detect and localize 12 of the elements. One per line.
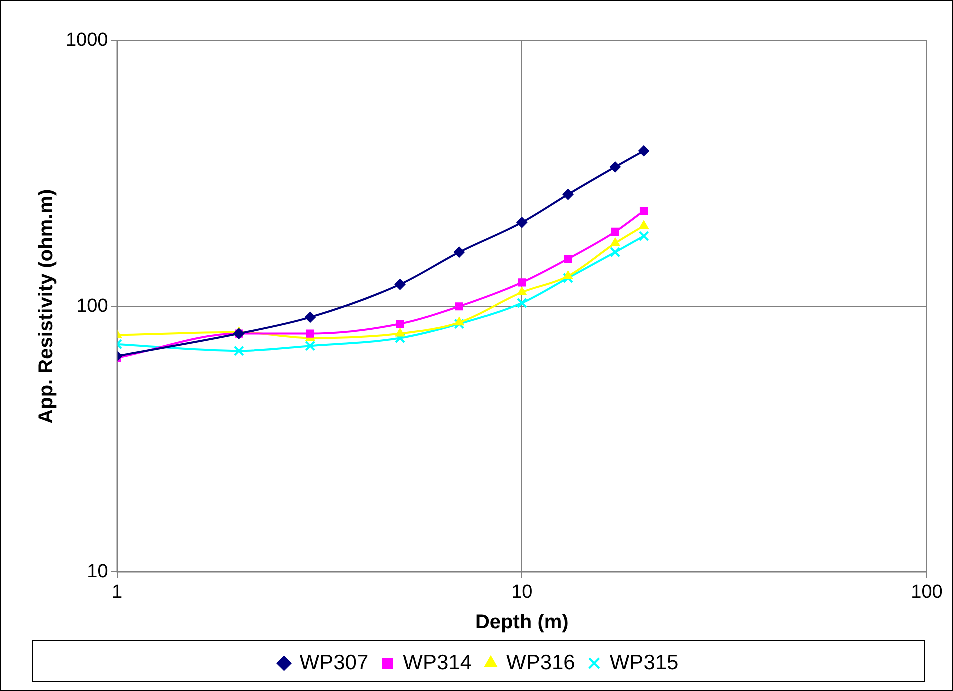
x-tick-label: 100: [911, 582, 943, 603]
y-tick-label: 1000: [66, 30, 108, 52]
x-tick-label: 10: [512, 582, 533, 603]
y-tick-label: 10: [87, 561, 108, 582]
legend-label: WP314: [403, 651, 472, 674]
legend-label: WP316: [506, 651, 576, 674]
y-axis-title: App. Resistivity (ohm.m): [36, 189, 58, 424]
legend-label: WP307: [300, 651, 369, 674]
x-tick-label: 1: [112, 582, 123, 603]
x-axis-title: Depth (m): [475, 612, 569, 634]
y-tick-label: 100: [76, 296, 108, 317]
legend-label: WP315: [610, 651, 679, 674]
